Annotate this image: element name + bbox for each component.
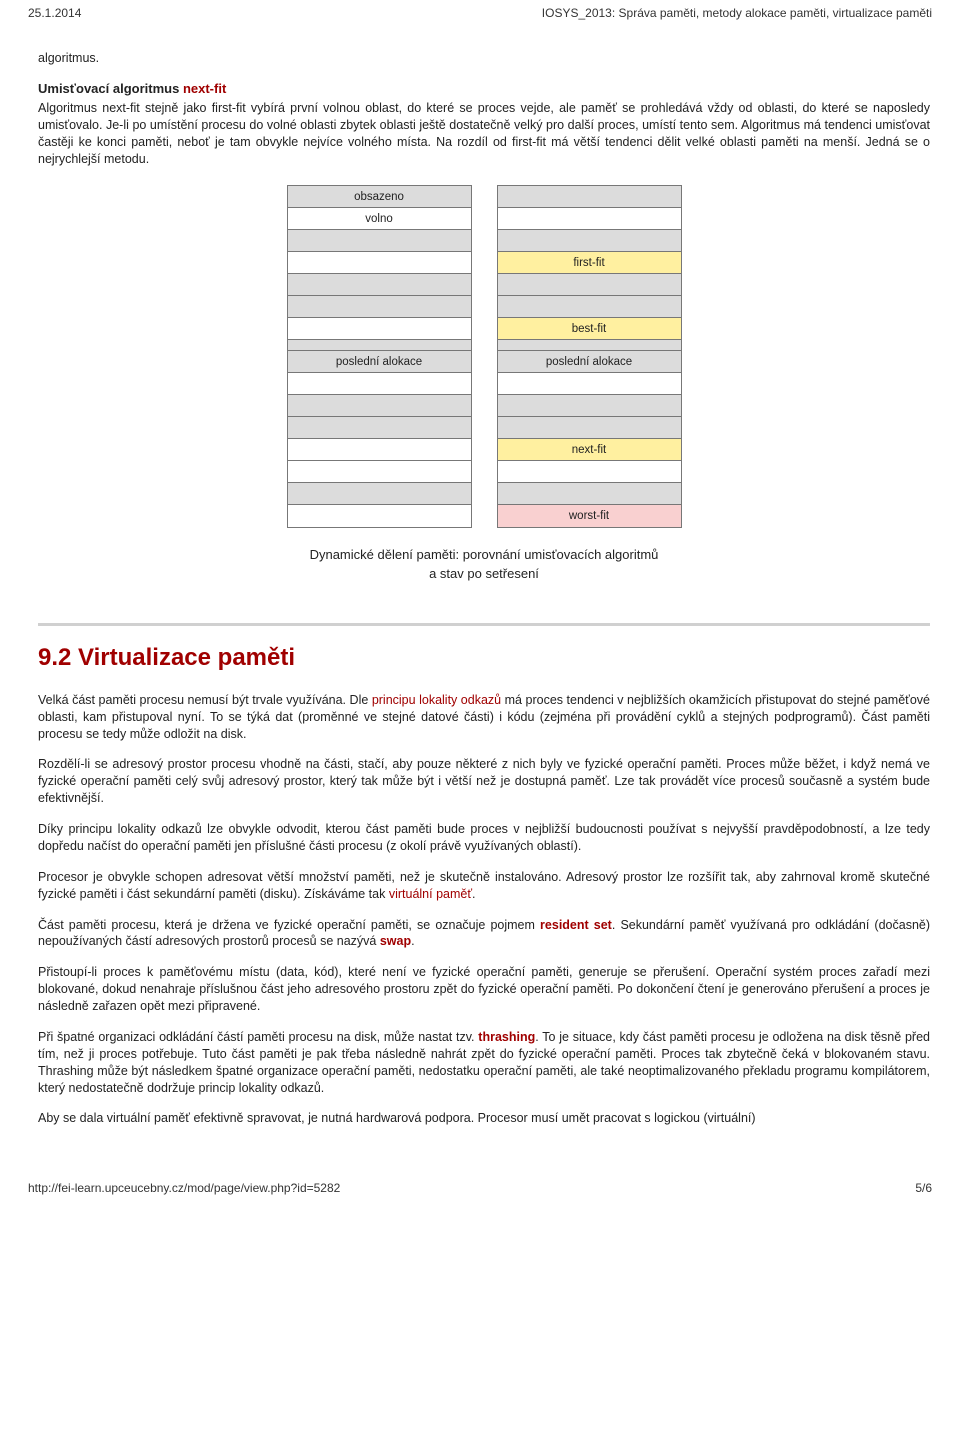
memory-cell bbox=[498, 395, 681, 417]
memory-cell bbox=[288, 373, 471, 395]
diagram-col-before: obsazenovolno poslední alokace bbox=[287, 185, 472, 528]
memory-cell bbox=[498, 208, 681, 230]
memory-cell: obsazeno bbox=[288, 186, 471, 208]
diagram: obsazenovolno poslední alokace first-fit b… bbox=[38, 185, 930, 528]
nextfit-heading-prefix: Umisťovací algoritmus bbox=[38, 81, 183, 96]
para-5: Část paměti procesu, která je držena ve … bbox=[38, 917, 930, 951]
memory-cell bbox=[498, 340, 681, 351]
caption-line2: a stav po setřesení bbox=[429, 566, 539, 581]
footer-url: http://fei-learn.upceucebny.cz/mod/page/… bbox=[28, 1181, 340, 1195]
header-title: IOSYS_2013: Správa paměti, metody alokac… bbox=[542, 6, 932, 20]
memory-cell bbox=[498, 296, 681, 318]
memory-cell bbox=[288, 296, 471, 318]
p4a: Procesor je obvykle schopen adresovat vě… bbox=[38, 870, 930, 901]
para-3: Díky principu lokality odkazů lze obvykl… bbox=[38, 821, 930, 855]
nextfit-body: Algoritmus next-fit stejně jako first-fi… bbox=[38, 100, 930, 168]
para-8: Aby se dala virtuální paměť efektivně sp… bbox=[38, 1110, 930, 1127]
page-header: 25.1.2014 IOSYS_2013: Správa paměti, met… bbox=[28, 0, 932, 50]
para-6: Přistoupí-li proces k paměťovému místu (… bbox=[38, 964, 930, 1015]
memory-cell: best-fit bbox=[498, 318, 681, 340]
memory-cell bbox=[498, 373, 681, 395]
p1a: Velká část paměti procesu nemusí být trv… bbox=[38, 693, 372, 707]
para-4: Procesor je obvykle schopen adresovat vě… bbox=[38, 869, 930, 903]
memory-cell: poslední alokace bbox=[288, 351, 471, 373]
memory-cell bbox=[288, 505, 471, 527]
para-7: Při špatné organizaci odkládání částí pa… bbox=[38, 1029, 930, 1097]
memory-cell: poslední alokace bbox=[498, 351, 681, 373]
memory-cell bbox=[288, 417, 471, 439]
p5e: . bbox=[411, 934, 414, 948]
diagram-caption: Dynamické dělení paměti: porovnání umisť… bbox=[38, 546, 930, 582]
para-1: Velká část paměti procesu nemusí být trv… bbox=[38, 692, 930, 743]
memory-cell bbox=[288, 439, 471, 461]
memory-cell bbox=[498, 461, 681, 483]
memory-cell: first-fit bbox=[498, 252, 681, 274]
p1b: principu lokality odkazů bbox=[372, 693, 501, 707]
memory-cell bbox=[288, 318, 471, 340]
page-footer: http://fei-learn.upceucebny.cz/mod/page/… bbox=[28, 1141, 932, 1203]
nextfit-heading: Umisťovací algoritmus next-fit bbox=[38, 81, 930, 96]
diagram-col-after: first-fit best-fit poslední alokace next-fi… bbox=[497, 185, 682, 528]
header-date: 25.1.2014 bbox=[28, 6, 81, 20]
intro-fragment: algoritmus. bbox=[38, 50, 930, 67]
p4c: . bbox=[472, 887, 475, 901]
memory-cell bbox=[288, 274, 471, 296]
section-heading: 9.2 Virtualizace paměti bbox=[38, 644, 930, 672]
memory-cell bbox=[288, 483, 471, 505]
memory-cell bbox=[288, 340, 471, 351]
memory-cell: volno bbox=[288, 208, 471, 230]
memory-cell bbox=[498, 483, 681, 505]
caption-line1: Dynamické dělení paměti: porovnání umisť… bbox=[310, 547, 659, 562]
memory-cell bbox=[498, 230, 681, 252]
p4b: virtuální paměť bbox=[389, 887, 472, 901]
memory-cell bbox=[498, 417, 681, 439]
memory-cell bbox=[498, 274, 681, 296]
memory-cell bbox=[288, 230, 471, 252]
p5b: resident set bbox=[540, 918, 612, 932]
para-2: Rozdělí-li se adresový prostor procesu v… bbox=[38, 756, 930, 807]
footer-page: 5/6 bbox=[915, 1181, 932, 1195]
memory-cell bbox=[288, 252, 471, 274]
memory-cell bbox=[288, 461, 471, 483]
nextfit-heading-term: next-fit bbox=[183, 81, 226, 96]
p5d: swap bbox=[380, 934, 411, 948]
p7b: thrashing bbox=[478, 1030, 535, 1044]
memory-cell: worst-fit bbox=[498, 505, 681, 527]
p5a: Část paměti procesu, která je držena ve … bbox=[38, 918, 540, 932]
memory-cell bbox=[498, 186, 681, 208]
p7a: Při špatné organizaci odkládání částí pa… bbox=[38, 1030, 478, 1044]
section-divider bbox=[38, 623, 930, 626]
memory-cell: next-fit bbox=[498, 439, 681, 461]
memory-cell bbox=[288, 395, 471, 417]
